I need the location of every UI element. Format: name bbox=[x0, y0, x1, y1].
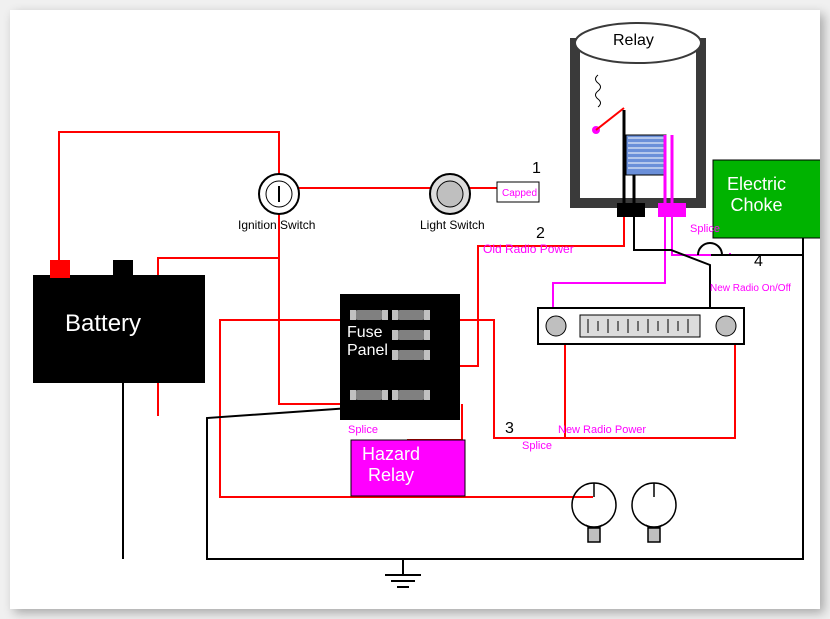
light-switch bbox=[430, 174, 470, 214]
ignition-switch bbox=[259, 174, 299, 214]
battery-label: Battery bbox=[65, 310, 141, 338]
fuse-panel-label: Fuse Panel bbox=[347, 324, 388, 360]
relay-label: Relay bbox=[613, 32, 654, 50]
wire bbox=[553, 215, 665, 308]
diagram-canvas: Battery Ignition Switch Light Switch Fus… bbox=[10, 10, 820, 609]
new-radio-onoff-label: New Radio On/Off bbox=[710, 283, 791, 294]
old-radio-power-label: Old Radio Power bbox=[483, 242, 574, 256]
num-4: 4 bbox=[754, 253, 763, 271]
num-1: 1 bbox=[532, 160, 541, 178]
new-radio-power-label: New Radio Power bbox=[558, 424, 646, 436]
relay-cylinder bbox=[575, 23, 701, 203]
splice-label-2: Splice bbox=[348, 424, 378, 436]
relay-pin bbox=[631, 203, 645, 217]
num-3: 3 bbox=[505, 420, 514, 438]
relay-pin bbox=[658, 203, 672, 217]
hazard-relay-label: Hazard Relay bbox=[362, 444, 420, 486]
capped-label: Capped bbox=[502, 188, 537, 199]
ground-symbol bbox=[385, 575, 421, 587]
wire bbox=[279, 180, 344, 404]
splice-label-3: Splice bbox=[522, 440, 552, 452]
radio bbox=[538, 308, 744, 344]
light-switch-label: Light Switch bbox=[420, 218, 485, 232]
ignition-switch-label: Ignition Switch bbox=[238, 218, 315, 232]
num-2: 2 bbox=[536, 225, 545, 243]
electric-choke-label: Electric Choke bbox=[727, 174, 786, 216]
bulb-2 bbox=[632, 483, 676, 542]
relay-pin bbox=[672, 203, 686, 217]
relay-pin bbox=[617, 203, 631, 217]
wire-hop bbox=[698, 243, 722, 255]
splice-label-1: Splice bbox=[690, 223, 720, 235]
bulb-1 bbox=[572, 483, 616, 542]
wire bbox=[59, 132, 279, 275]
